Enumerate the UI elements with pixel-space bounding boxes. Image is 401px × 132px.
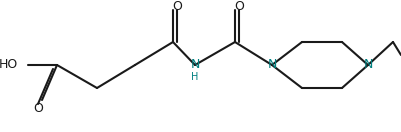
Text: HO: HO [0,58,18,72]
Text: H: H [191,72,198,82]
Text: N: N [363,58,373,72]
Text: N: N [267,58,277,72]
Text: O: O [234,0,244,13]
Text: O: O [172,0,182,13]
Text: O: O [33,102,43,114]
Text: N: N [190,58,200,72]
